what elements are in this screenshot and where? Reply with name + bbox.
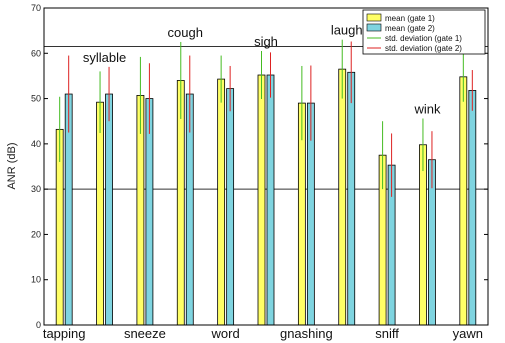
error-bar-group — [59, 39, 473, 197]
bar — [96, 101, 104, 326]
top-category-label: sigh — [254, 34, 278, 49]
bar — [105, 93, 113, 326]
legend-box — [362, 9, 486, 55]
y-tick-label: 30 — [31, 184, 41, 194]
bar — [468, 90, 477, 326]
bottom-category-label: yawn — [453, 326, 483, 341]
bar — [217, 78, 226, 326]
plot-background — [44, 8, 488, 325]
y-tick-label: 70 — [31, 3, 41, 13]
legend-label: mean (gate 2) — [385, 24, 435, 33]
bar — [338, 68, 347, 326]
legend-swatch — [366, 13, 382, 22]
legend-label: std. deviation (gate 2) — [385, 44, 462, 53]
y-tick-label: 50 — [31, 94, 41, 104]
category-labels: tapping syllable sneeze cough word sigh gnashi… — [43, 23, 483, 341]
top-category-label: syllable — [83, 50, 126, 65]
bottom-category-label: sniff — [375, 326, 399, 341]
top-category-label: cough — [168, 25, 203, 40]
legend: mean (gate 1)mean (gate 2)std. deviation… — [362, 9, 486, 55]
bottom-category-label: gnashing — [280, 326, 333, 341]
legend-label: std. deviation (gate 1) — [385, 34, 462, 43]
y-tick-label: 0 — [36, 320, 41, 330]
y-tick-label: 60 — [31, 48, 41, 58]
bar — [419, 144, 427, 326]
y-tick-label: 20 — [31, 229, 41, 239]
y-axis: 0 10 20 30 40 50 60 70 — [31, 3, 488, 330]
y-tick-label: 10 — [31, 275, 41, 285]
legend-label: mean (gate 1) — [385, 14, 435, 23]
bottom-category-label: tapping — [43, 326, 86, 341]
legend-swatch — [366, 23, 382, 32]
top-category-label: laugh — [331, 23, 363, 38]
y-tick-label: 40 — [31, 139, 41, 149]
top-category-label: wink — [413, 101, 441, 116]
plot-frame — [43, 7, 489, 326]
bar — [459, 76, 468, 326]
bar — [226, 88, 235, 326]
bar — [257, 74, 266, 326]
bottom-category-label: sneeze — [124, 326, 166, 341]
y-axis-label: ANR (dB) — [6, 142, 18, 189]
bar — [266, 74, 275, 326]
bar — [347, 71, 356, 326]
bottom-category-label: word — [211, 326, 240, 341]
